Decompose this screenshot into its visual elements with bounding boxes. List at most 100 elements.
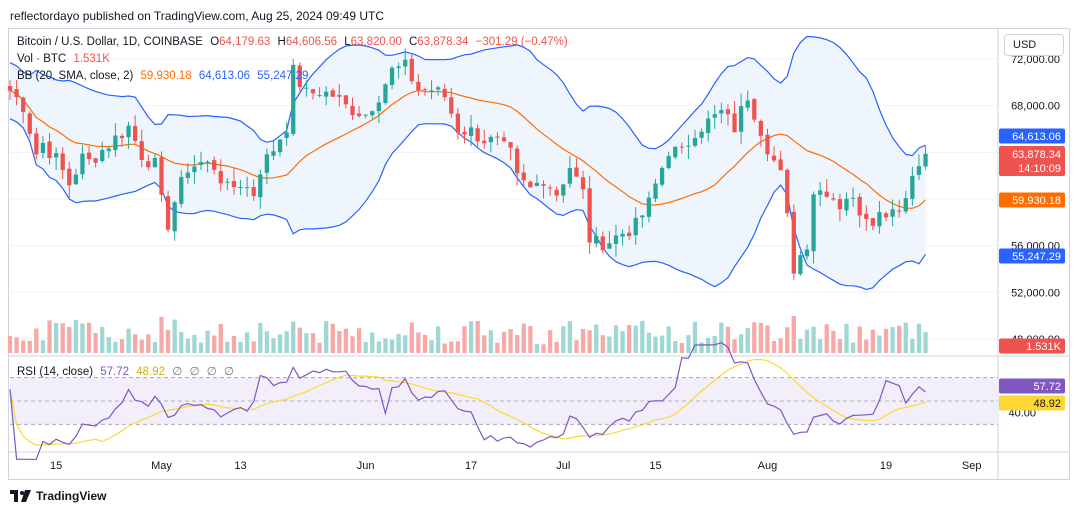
volume-bar: [515, 335, 520, 353]
volume-bar: [165, 329, 171, 353]
candle-body: [719, 110, 724, 114]
time-axis-label: 19: [880, 460, 892, 472]
volume-bar: [422, 334, 428, 353]
volume-bar: [745, 327, 750, 353]
candle-body: [14, 89, 19, 98]
candle-body: [587, 188, 592, 243]
volume-bar: [185, 338, 190, 353]
volume-bar: [528, 326, 533, 353]
volume-bar: [356, 328, 362, 353]
lower-band-tag: 55,247.29: [1012, 251, 1061, 263]
volume-bar: [291, 321, 296, 353]
candle-body: [403, 59, 408, 67]
volume-bar: [73, 320, 79, 353]
candle-body: [883, 213, 889, 218]
candle-body: [640, 215, 645, 218]
candle-body: [752, 99, 757, 120]
basis-tag: 59,930.18: [1012, 195, 1061, 207]
volume-bar: [159, 316, 164, 353]
volume-bar: [594, 324, 599, 353]
candle-body: [350, 105, 355, 116]
close-value: 63,878.34: [417, 36, 469, 48]
candle-body: [409, 58, 414, 82]
time-axis-label: Jun: [357, 460, 375, 472]
volume-bar: [403, 335, 408, 353]
volume-bar: [317, 342, 322, 353]
candle-body: [133, 126, 138, 141]
candle-body: [482, 140, 487, 144]
upper-band-tag-box: [999, 128, 1065, 144]
volume-bar: [633, 325, 638, 353]
volume-bar: [692, 321, 698, 353]
candle-body: [798, 255, 803, 275]
candles: [7, 48, 928, 281]
volume-bar: [376, 341, 381, 353]
candle-body: [422, 89, 428, 91]
candle-body: [218, 171, 223, 184]
volume-bar: [146, 334, 151, 353]
candle-body: [34, 133, 39, 155]
candle-body: [258, 174, 263, 198]
volume-bar: [442, 343, 447, 353]
volume-bar: [627, 324, 632, 353]
volume-bar: [179, 332, 184, 353]
volume-bar: [508, 329, 513, 353]
volume-bar: [547, 330, 553, 353]
volume-label[interactable]: Vol · BTC: [17, 53, 67, 65]
price-axis-label: 52,000.00: [1011, 287, 1060, 299]
time-axis-label: Jul: [556, 460, 570, 472]
candle-body: [679, 146, 684, 148]
volume-bar: [251, 341, 256, 353]
candle-body: [100, 150, 105, 162]
currency-selector[interactable]: USD: [1004, 34, 1064, 56]
candle-body: [192, 166, 197, 173]
candle-body: [244, 187, 250, 189]
volume-bar: [304, 333, 309, 353]
candle-body: [429, 90, 434, 92]
candle-body: [330, 90, 335, 97]
candle-body: [126, 125, 131, 138]
volume-bar: [27, 340, 32, 353]
volume-bar: [897, 325, 902, 353]
volume-bar: [205, 330, 210, 353]
bb-legend: BB (20, SMA, close, 2) 59,930.18 64,613.…: [17, 70, 312, 82]
volume-bar: [541, 344, 546, 353]
candle-body: [659, 168, 665, 185]
rsi-legend: RSI (14, close) 57.72 48.92 ∅ ∅ ∅ ∅: [17, 364, 238, 378]
lower-band-tag-box: [999, 248, 1065, 264]
low-label: L: [344, 36, 351, 48]
last-price-tag: 63,878.34: [1012, 149, 1061, 161]
volume-bar: [198, 342, 204, 353]
candle-body: [554, 189, 559, 196]
volume-bar: [850, 342, 856, 353]
volume-bar: [310, 333, 316, 353]
candle-body: [699, 131, 704, 138]
candle-body: [238, 187, 243, 189]
symbol-name[interactable]: Bitcoin / U.S. Dollar, 1D, COINBASE: [17, 36, 203, 48]
candle-body: [93, 158, 98, 163]
candle-body: [837, 199, 843, 210]
volume-bar: [324, 321, 329, 353]
price-tags: 64,613.06 63,878.34 14:10:09 59,930.18 55,24…: [999, 128, 1065, 411]
candle-body: [692, 137, 698, 146]
volume-bar: [561, 326, 566, 353]
volume-bar: [337, 331, 342, 353]
candle-body: [745, 100, 750, 108]
candle-body: [475, 128, 480, 142]
rsi-tag: 57.72: [1033, 381, 1061, 393]
candle-body: [27, 113, 32, 134]
candle-body: [686, 145, 691, 147]
rsi-ma-tag-box: [999, 395, 1065, 411]
volume-bar: [831, 330, 836, 353]
footer-brand[interactable]: TradingView: [10, 489, 106, 503]
volume-bar: [482, 335, 487, 353]
candle-body: [818, 190, 823, 195]
candle-body: [666, 156, 671, 169]
bb-label[interactable]: BB (20, SMA, close, 2): [17, 70, 134, 82]
volume-bar: [646, 332, 652, 353]
publisher-header: reflectordayo published on TradingView.c…: [10, 9, 385, 23]
rsi-label[interactable]: RSI (14, close): [17, 366, 94, 378]
volume-bar: [686, 335, 691, 353]
time-axis-label: 15: [649, 460, 661, 472]
